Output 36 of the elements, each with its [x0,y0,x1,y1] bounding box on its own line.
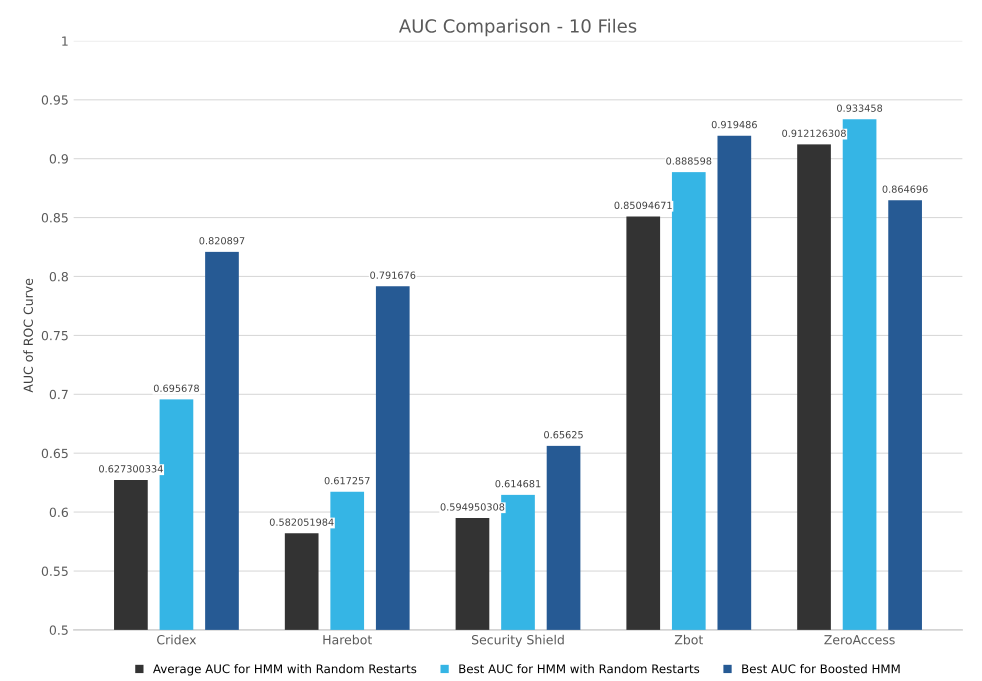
data-label: 0.919486 [712,120,757,128]
data-label: 0.627300334 [99,465,163,473]
data-label: 0.888598 [666,157,712,165]
data-label: 0.85094671 [614,202,672,210]
y-axis-title: AUC of ROC Curve [23,278,33,393]
chart-title: AUC Comparison - 10 Files [398,18,636,36]
y-tick-label: 0.75 [42,330,68,340]
legend-label: Best AUC for HMM with Random Restarts [459,664,700,674]
data-label: 0.912126308 [782,130,846,137]
y-tick-label: 0.7 [50,390,68,400]
data-label: 0.820897 [199,237,244,244]
legend-label: Average AUC for HMM with Random Restarts [153,664,416,676]
legend-label: Best AUC for Boosted HMM [742,664,900,674]
y-tick-label: 0.5 [50,625,68,635]
data-label: 0.791676 [370,272,416,279]
y-tick-label: 0.55 [42,566,68,576]
data-label: 0.614681 [495,480,540,488]
data-label: 0.695678 [154,384,199,392]
y-tick-label: 0.85 [42,213,68,223]
data-label: 0.864696 [882,185,928,193]
x-tick-label: Harebot [323,634,372,644]
x-tick-label: Cridex [157,634,196,644]
data-label: 0.65625 [544,431,583,438]
x-tick-label: Zbot [674,634,704,644]
y-tick-label: 0.65 [42,448,68,458]
x-tick-label: ZeroAccess [824,635,895,644]
data-label: 0.594950308 [440,503,504,511]
y-tick-label: 1 [62,36,68,46]
y-tick-label: 0.95 [42,95,68,105]
x-tick-label: Security Shield [472,634,564,647]
y-tick-label: 0.9 [50,154,68,164]
y-tick-label: 0.6 [50,508,68,518]
data-label: 0.617257 [324,476,370,484]
data-label: 0.582051984 [270,518,334,526]
data-label: 0.933458 [837,104,882,112]
y-tick-label: 0.8 [50,272,68,282]
